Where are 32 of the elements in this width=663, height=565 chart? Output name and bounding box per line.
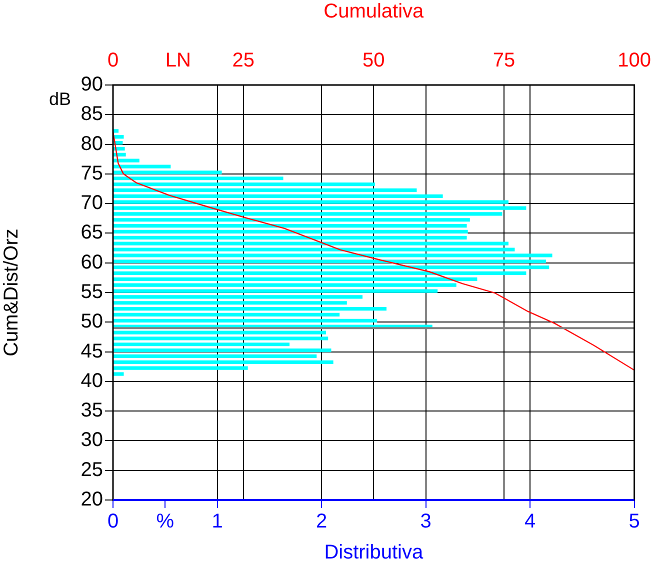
y-tick-label: 50 [80,310,103,333]
x-tick-label: 5 [628,510,640,533]
y-tick-label: 60 [80,251,103,274]
y-tick-label: 90 [80,74,103,96]
x2-tick-label: 25 [232,50,254,72]
x-axis-title: Distributiva [324,542,424,564]
y-tick-label: 80 [80,132,103,155]
y-tick-label: 70 [80,192,103,214]
x2-tick-label: 75 [492,50,516,72]
y-tick-label: 35 [80,400,103,422]
x-tick-label: 3 [420,510,432,533]
x-tick-label: 4 [524,510,536,533]
x-tick-label: 0 [107,510,119,533]
x2-tick-label: LN [165,50,191,72]
y-tick-label: 75 [80,162,103,184]
y-tick-label: 45 [80,340,103,362]
x-tick-label: % [156,510,174,533]
x2-axis-title: Cumulativa [324,0,425,23]
y-axis-title: Cum&Dist/Orz [0,228,23,356]
x-tick-label: 1 [212,510,223,533]
y-tick-label: 20 [80,488,103,511]
x2-tick-label: 50 [362,50,385,72]
x-tick-label: 2 [316,510,328,533]
y-tick-label: 55 [80,281,103,304]
y-tick-label: 25 [80,458,103,481]
y-tick-label: 85 [80,103,103,126]
y-tick-label: 65 [80,222,103,244]
y-tick-label: 40 [80,370,103,392]
x2-tick-label: 0 [107,50,119,72]
x2-tick-label: 100 [618,50,652,72]
y-tick-label: 30 [80,429,103,452]
text: dB [48,88,71,109]
